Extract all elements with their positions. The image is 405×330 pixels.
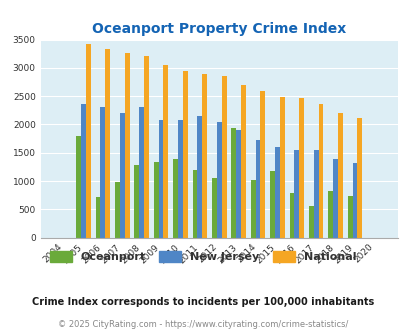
Bar xyxy=(163,65,168,238)
Bar xyxy=(178,120,182,238)
Bar xyxy=(216,122,221,238)
Bar xyxy=(356,118,361,238)
Bar xyxy=(241,85,245,238)
Bar xyxy=(86,44,91,238)
Bar xyxy=(269,171,274,238)
Bar xyxy=(352,163,356,238)
Bar xyxy=(308,206,313,238)
Bar xyxy=(337,113,342,238)
Bar xyxy=(139,107,144,238)
Bar xyxy=(153,162,158,238)
Bar xyxy=(81,104,86,238)
Bar xyxy=(250,180,255,238)
Bar xyxy=(294,149,298,238)
Bar xyxy=(100,108,105,238)
Bar xyxy=(96,197,100,238)
Bar xyxy=(236,130,241,238)
Bar xyxy=(333,159,337,238)
Bar xyxy=(255,140,260,238)
Bar xyxy=(328,191,333,238)
Bar xyxy=(313,149,318,238)
Bar xyxy=(274,147,279,238)
Bar xyxy=(115,182,119,238)
Text: © 2025 CityRating.com - https://www.cityrating.com/crime-statistics/: © 2025 CityRating.com - https://www.city… xyxy=(58,320,347,329)
Bar xyxy=(144,56,149,238)
Bar xyxy=(158,120,163,238)
Bar xyxy=(134,165,139,238)
Bar xyxy=(318,104,323,238)
Title: Oceanport Property Crime Index: Oceanport Property Crime Index xyxy=(92,22,345,36)
Bar xyxy=(260,91,264,238)
Bar xyxy=(279,97,284,238)
Bar xyxy=(197,116,202,238)
Bar xyxy=(173,159,178,238)
Bar xyxy=(105,49,110,238)
Bar xyxy=(221,76,226,238)
Bar xyxy=(76,136,81,238)
Bar xyxy=(298,98,303,238)
Bar xyxy=(347,196,352,238)
Bar xyxy=(289,193,294,238)
Bar xyxy=(192,170,197,238)
Bar xyxy=(231,128,236,238)
Bar xyxy=(211,178,216,238)
Bar xyxy=(124,52,129,238)
Bar xyxy=(182,71,187,238)
Legend: Oceanport, New Jersey, National: Oceanport, New Jersey, National xyxy=(45,247,360,267)
Text: Crime Index corresponds to incidents per 100,000 inhabitants: Crime Index corresponds to incidents per… xyxy=(32,297,373,307)
Bar xyxy=(202,74,207,238)
Bar xyxy=(119,113,124,238)
